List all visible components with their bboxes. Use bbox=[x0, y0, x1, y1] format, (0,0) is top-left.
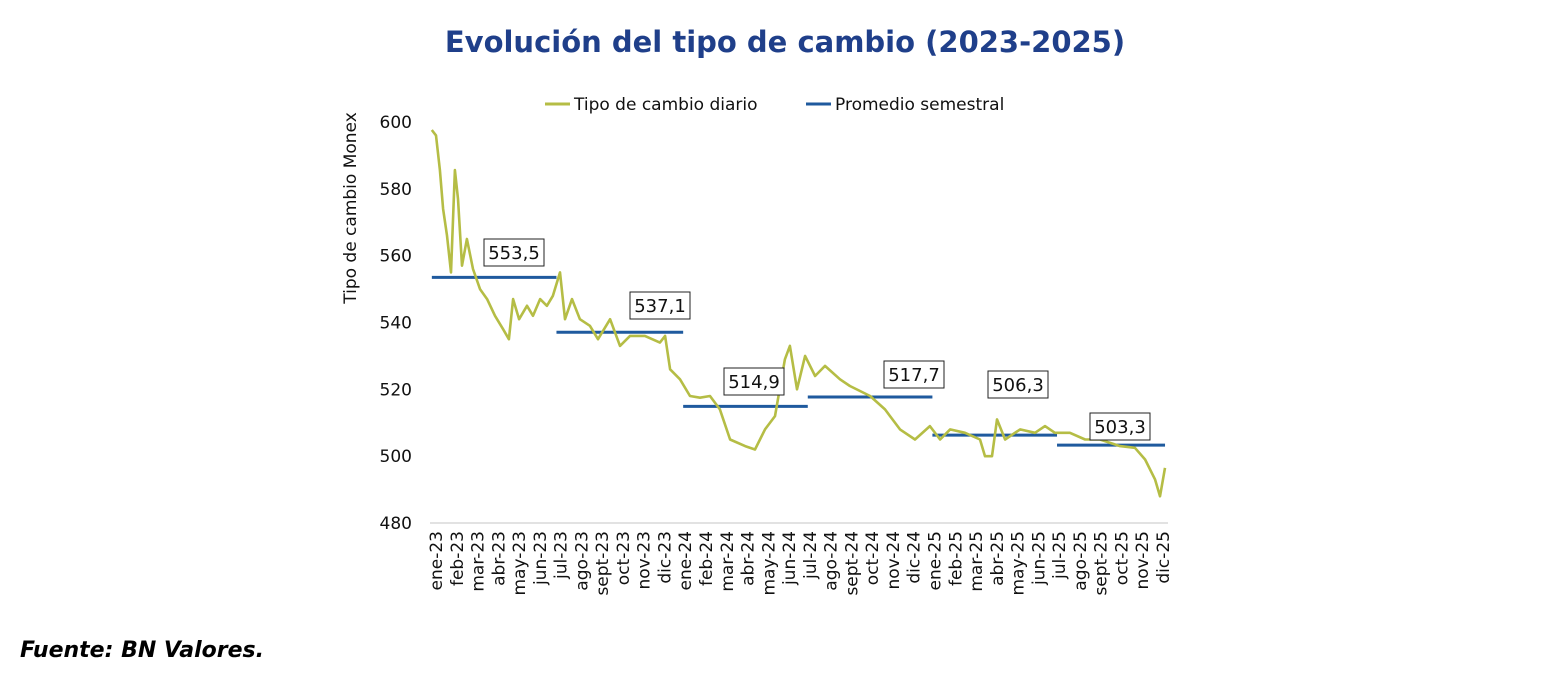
x-tick-label: may-24 bbox=[759, 531, 779, 596]
data-label: 514,9 bbox=[728, 372, 780, 393]
x-tick-label: sept-24 bbox=[842, 531, 862, 596]
x-tick-label: may-25 bbox=[1009, 531, 1029, 596]
x-tick-label: ene-23 bbox=[427, 531, 447, 590]
legend: Tipo de cambio diario Promedio semestral bbox=[545, 95, 1004, 115]
x-tick-label: ago-25 bbox=[1071, 531, 1091, 591]
data-label: 553,5 bbox=[488, 243, 540, 264]
x-tick-label: jul-24 bbox=[801, 531, 821, 580]
x-tick-label: mar-23 bbox=[469, 531, 489, 592]
data-label: 537,1 bbox=[634, 296, 686, 317]
y-tick-label: 560 bbox=[380, 247, 412, 267]
y-tick-label: 580 bbox=[380, 180, 412, 200]
x-tick-label: dic-23 bbox=[655, 531, 675, 584]
x-tick-label: oct-24 bbox=[863, 531, 883, 585]
y-tick-label: 500 bbox=[380, 447, 412, 467]
x-tick-label: abr-24 bbox=[739, 531, 759, 586]
x-tick-label: oct-25 bbox=[1112, 531, 1132, 585]
y-tick-label: 540 bbox=[380, 314, 412, 334]
x-tick-label: jul-25 bbox=[1050, 531, 1070, 580]
y-tick-label: 520 bbox=[380, 380, 412, 400]
data-label: 506,3 bbox=[992, 375, 1044, 396]
x-tick-label: mar-24 bbox=[718, 531, 738, 592]
x-tick-label: ago-23 bbox=[572, 531, 592, 591]
legend-label-daily: Tipo de cambio diario bbox=[573, 95, 758, 115]
x-tick-label: nov-24 bbox=[884, 531, 904, 590]
x-tick-label: nov-23 bbox=[635, 531, 655, 590]
data-label-box bbox=[883, 360, 945, 389]
chart-title: Evolución del tipo de cambio (2023-2025) bbox=[445, 25, 1125, 59]
x-tick-label: ene-24 bbox=[676, 531, 696, 590]
x-tick-label: jul-23 bbox=[552, 531, 572, 580]
data-label-box bbox=[483, 238, 545, 267]
x-tick-label: oct-23 bbox=[614, 531, 634, 585]
data-label: 503,3 bbox=[1094, 417, 1146, 438]
y-tick-label: 600 bbox=[380, 113, 412, 133]
data-label-box bbox=[987, 370, 1049, 399]
data-label-box bbox=[629, 291, 691, 320]
x-tick-label: mar-25 bbox=[967, 531, 987, 592]
source-note: Fuente: BN Valores. bbox=[20, 638, 264, 663]
x-tick-label: feb-23 bbox=[448, 531, 468, 586]
x-tick-label: nov-25 bbox=[1133, 531, 1153, 590]
data-label-box bbox=[1089, 412, 1151, 441]
x-tick-label: feb-25 bbox=[946, 531, 966, 586]
y-axis-label: Tipo de cambio Monex bbox=[341, 112, 361, 305]
x-tick-label: ene-25 bbox=[925, 531, 945, 590]
x-tick-label: may-23 bbox=[510, 531, 530, 596]
data-label: 517,7 bbox=[888, 365, 940, 386]
x-tick-label: dic-24 bbox=[905, 531, 925, 584]
data-label-box bbox=[723, 367, 785, 396]
legend-label-average: Promedio semestral bbox=[835, 95, 1004, 115]
x-tick-label: sept-25 bbox=[1092, 531, 1112, 596]
x-tick-label: feb-24 bbox=[697, 531, 717, 586]
x-tick-label: sept-23 bbox=[593, 531, 613, 596]
y-tick-label: 480 bbox=[380, 514, 412, 534]
x-tick-label: jun-25 bbox=[1029, 531, 1049, 586]
series-daily-line bbox=[430, 129, 1167, 498]
x-tick-label: abr-25 bbox=[988, 531, 1008, 586]
x-tick-label: abr-23 bbox=[489, 531, 509, 586]
x-tick-label: ago-24 bbox=[822, 531, 842, 591]
x-tick-label: dic-25 bbox=[1154, 531, 1174, 584]
x-tick-label: jun-24 bbox=[780, 531, 800, 586]
x-tick-label: jun-23 bbox=[531, 531, 551, 586]
